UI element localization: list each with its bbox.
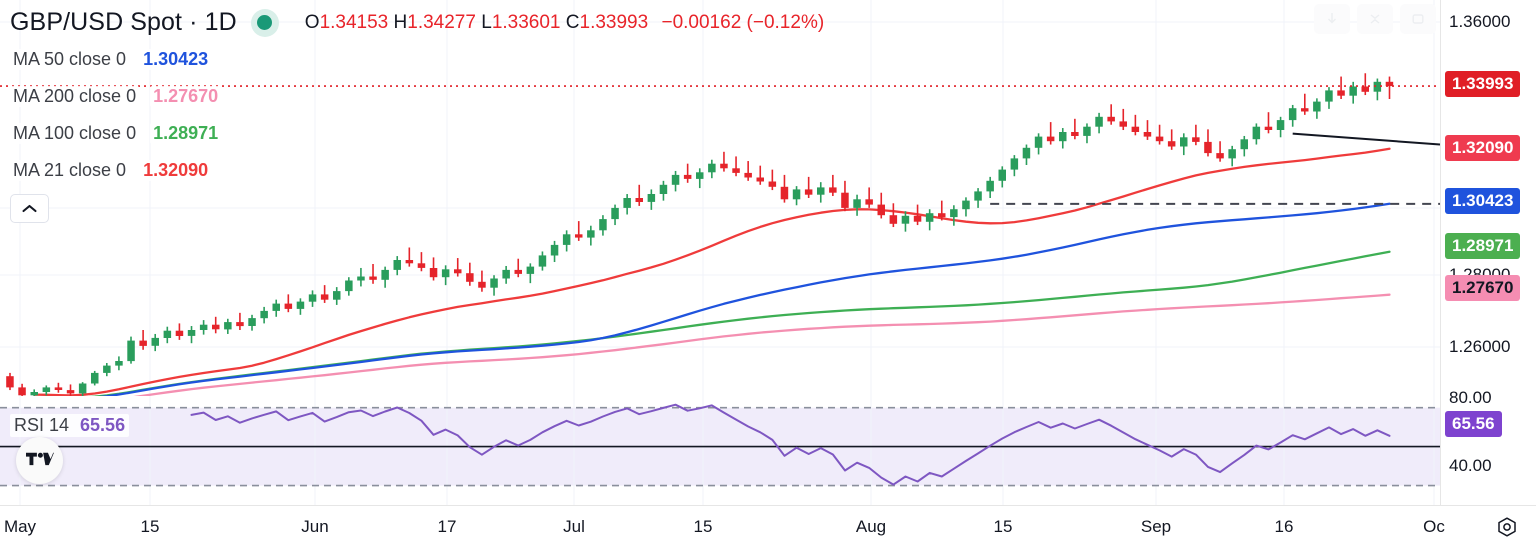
legend-item-ma200[interactable]: MA 200 close 0 1.27670 bbox=[10, 78, 824, 115]
legend-item-ma21[interactable]: MA 21 close 0 1.32090 bbox=[10, 152, 824, 189]
time-tick: Aug bbox=[855, 517, 887, 536]
download-icon[interactable] bbox=[1314, 4, 1350, 34]
time-tick: 16 bbox=[1274, 517, 1294, 536]
ma50-value: 1.30423 bbox=[140, 49, 212, 70]
rsi-indicator-pane[interactable] bbox=[0, 396, 1440, 505]
time-tick: Jun bbox=[301, 517, 329, 536]
rsi-chart-svg bbox=[0, 396, 1440, 505]
change-value: −0.00162 (−0.12%) bbox=[661, 11, 825, 33]
price-scale[interactable]: 1.36000 1.30000 1.28000 1.26000 1.33993 … bbox=[1440, 0, 1536, 505]
time-tick: 15 bbox=[993, 517, 1013, 536]
rsi-label: RSI 14 bbox=[14, 415, 70, 435]
ma21-badge[interactable]: 1.32090 bbox=[1445, 135, 1521, 161]
ma21-value: 1.32090 bbox=[140, 160, 212, 181]
last-price-badge[interactable]: 1.33993 bbox=[1445, 71, 1521, 97]
ma21-label: MA 21 close 0 bbox=[10, 160, 130, 181]
low-value: 1.33601 bbox=[491, 11, 561, 33]
time-tick: May bbox=[3, 517, 37, 536]
price-tick: 1.26000 bbox=[1449, 337, 1511, 356]
chart-legend: GBP/USD Spot · 1D O1.34153 H1.34277 L1.3… bbox=[10, 4, 824, 189]
rsi-tick: 40.00 bbox=[1449, 456, 1492, 475]
legend-collapse-button[interactable] bbox=[10, 194, 49, 223]
rsi-value: 65.56 bbox=[80, 415, 126, 435]
ma100-label: MA 100 close 0 bbox=[10, 123, 140, 144]
time-scale[interactable]: May 15 Jun 17 Jul 15 Aug 15 Sep 16 Oc bbox=[0, 505, 1536, 544]
high-label: H bbox=[393, 11, 408, 33]
open-label: O bbox=[304, 11, 320, 33]
legend-item-ma50[interactable]: MA 50 close 0 1.30423 bbox=[10, 41, 824, 78]
tradingview-logo-icon bbox=[25, 452, 54, 466]
symbol-title[interactable]: GBP/USD Spot · 1D bbox=[10, 8, 237, 36]
close-label: C bbox=[565, 11, 580, 33]
ma200-value: 1.27670 bbox=[150, 86, 222, 107]
chart-toolbar bbox=[1314, 4, 1436, 34]
time-tick: 15 bbox=[693, 517, 713, 536]
ma200-label: MA 200 close 0 bbox=[10, 86, 140, 107]
time-tick: Sep bbox=[1140, 517, 1172, 536]
rsi-value-badge[interactable]: 65.56 bbox=[1445, 411, 1502, 437]
chevron-up-icon bbox=[22, 204, 37, 213]
ma100-value: 1.28971 bbox=[150, 123, 222, 144]
time-tick: 17 bbox=[437, 517, 457, 536]
ohlc-values: O1.34153 H1.34277 L1.33601 C1.33993 −0.0… bbox=[305, 12, 824, 34]
time-tick: Oc bbox=[1423, 517, 1445, 536]
close-value: 1.33993 bbox=[579, 11, 649, 33]
fullscreen-icon[interactable] bbox=[1400, 4, 1436, 34]
rsi-tick: 80.00 bbox=[1449, 388, 1492, 407]
open-value: 1.34153 bbox=[319, 11, 389, 33]
time-tick: Jul bbox=[563, 517, 585, 536]
high-value: 1.34277 bbox=[407, 11, 476, 33]
symbol-header-row[interactable]: GBP/USD Spot · 1D O1.34153 H1.34277 L1.3… bbox=[10, 4, 824, 41]
green-dot-icon bbox=[250, 8, 279, 37]
legend-item-ma100[interactable]: MA 100 close 0 1.28971 bbox=[10, 115, 824, 152]
collapse-icon[interactable] bbox=[1357, 4, 1393, 34]
gear-icon[interactable] bbox=[1494, 515, 1520, 541]
ma200-badge[interactable]: 1.27670 bbox=[1445, 275, 1521, 301]
price-tick: 1.36000 bbox=[1449, 12, 1511, 31]
ma100-badge[interactable]: 1.28971 bbox=[1445, 233, 1521, 259]
tradingview-logo[interactable] bbox=[16, 437, 63, 484]
low-label: L bbox=[481, 11, 492, 33]
ma50-badge[interactable]: 1.30423 bbox=[1445, 188, 1521, 214]
ma50-label: MA 50 close 0 bbox=[10, 49, 130, 70]
rsi-legend[interactable]: RSI 14 65.56 bbox=[10, 414, 130, 437]
time-tick: 15 bbox=[140, 517, 160, 536]
